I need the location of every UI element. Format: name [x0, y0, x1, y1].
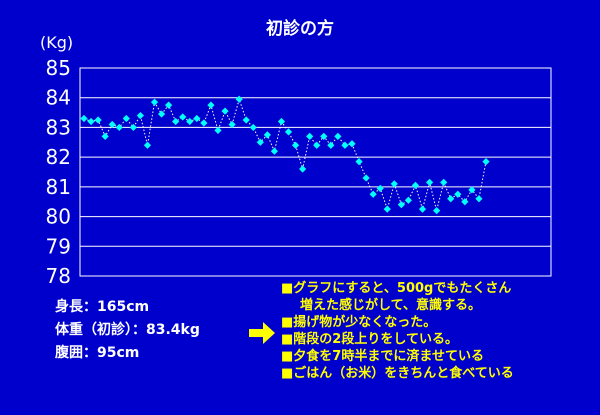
y-tick-label: 83 [46, 115, 71, 139]
right-arrow-icon [249, 322, 275, 344]
data-point [263, 131, 271, 139]
data-point [270, 147, 279, 155]
data-point [235, 95, 243, 103]
note-item: ■グラフにすると、500gでもたくさん [281, 281, 512, 296]
data-point [418, 205, 427, 213]
data-point [327, 141, 335, 149]
data-point [482, 158, 490, 166]
data-point [454, 190, 462, 198]
data-point [108, 120, 116, 129]
data-point [362, 174, 370, 182]
y-tick-label: 82 [46, 145, 71, 169]
data-point [115, 123, 123, 132]
note-item: ■ごはん（お米）をきちんと食べている [281, 366, 514, 381]
data-point [475, 195, 483, 203]
data-point [193, 114, 201, 123]
y-tick-label: 81 [46, 175, 71, 199]
data-point [468, 186, 476, 194]
data-point [440, 178, 448, 186]
data-point [461, 198, 469, 206]
patient-stats: 身長：165cm 体重（初診）：83.4kg 腹囲：95cm [55, 296, 200, 365]
data-point [320, 132, 328, 140]
data-point [165, 101, 173, 109]
data-point [136, 111, 145, 120]
data-point [334, 132, 342, 140]
data-point [277, 117, 286, 126]
stat-weight: 体重（初診）：83.4kg [55, 322, 200, 338]
data-point [256, 138, 264, 146]
data-point [200, 119, 208, 127]
stat-waist: 腹囲：95cm [55, 345, 140, 361]
data-point [207, 101, 215, 109]
series-markers [80, 95, 490, 215]
y-tick-label: 84 [46, 86, 71, 110]
data-point [80, 114, 88, 123]
data-point [94, 116, 102, 124]
data-point [383, 205, 391, 213]
data-point [411, 181, 420, 189]
y-tick-label: 80 [46, 205, 71, 229]
data-point [221, 107, 229, 115]
data-point [341, 141, 349, 149]
data-point [186, 117, 194, 126]
data-point [390, 180, 398, 188]
note-item: ■揚げ物が少なくなった。 [281, 315, 437, 330]
notes-list: ■グラフにすると、500gでもたくさん 増えた感じがして、意識する。 ■揚げ物が… [281, 280, 514, 382]
data-point [433, 207, 441, 215]
data-point [376, 184, 384, 192]
data-point [369, 190, 377, 198]
data-point [313, 141, 321, 149]
data-point [397, 201, 405, 209]
stat-height: 身長：165cm [55, 299, 150, 315]
note-item: ■階段の2段上りをしている。 [281, 332, 458, 347]
note-item: 増えた感じがして、意識する。 [300, 298, 481, 313]
data-point [284, 128, 293, 136]
data-point [291, 141, 300, 149]
grid-lines [80, 97, 551, 247]
data-point [129, 123, 137, 132]
y-axis-unit: (Kg) [40, 33, 74, 52]
data-point [425, 178, 434, 186]
data-point [306, 132, 314, 140]
data-point [228, 120, 236, 129]
data-point [179, 113, 187, 121]
data-point [172, 117, 180, 126]
y-tick-label: 78 [46, 264, 71, 288]
data-point [242, 116, 250, 124]
y-tick-label: 85 [46, 56, 71, 80]
data-point [447, 195, 455, 203]
data-point [355, 158, 363, 166]
data-point [214, 126, 222, 134]
data-point [404, 196, 413, 204]
data-point [101, 132, 109, 140]
data-point [299, 165, 307, 173]
y-axis-ticks: 78 79 80 81 82 83 84 85 [46, 56, 71, 288]
data-point [249, 123, 257, 132]
note-item: ■夕食を7時半までに済ませている [281, 349, 484, 364]
chart-title: 初診の方 [266, 19, 334, 39]
data-point [87, 117, 95, 126]
data-point [122, 114, 130, 123]
data-point [157, 110, 166, 118]
data-point [150, 98, 159, 106]
data-point [143, 141, 152, 149]
data-point [348, 140, 356, 148]
plot-area [79, 67, 552, 277]
y-tick-label: 79 [46, 234, 71, 258]
